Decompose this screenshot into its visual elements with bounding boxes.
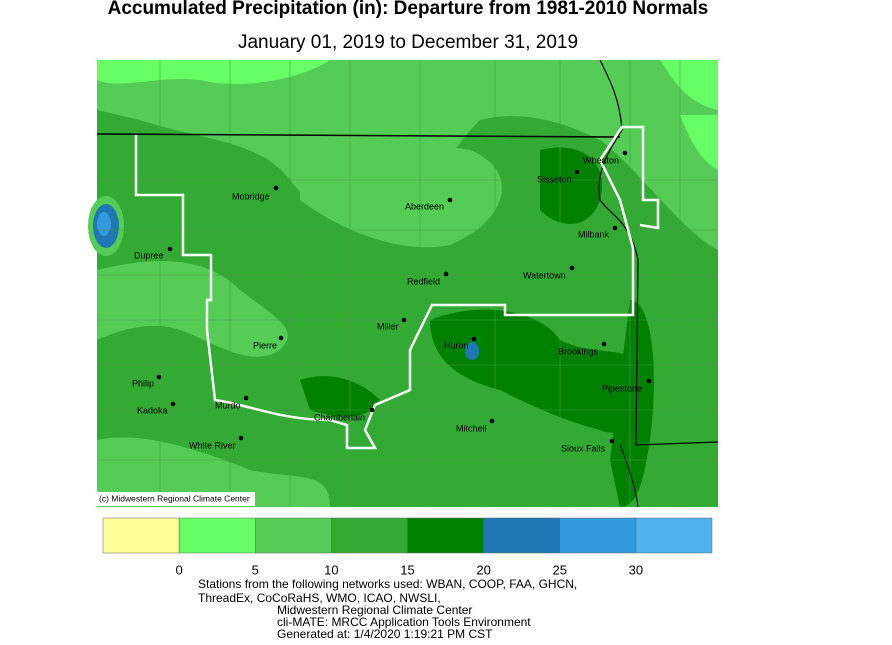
legend-swatch (178, 517, 256, 554)
region-15-20 (540, 147, 602, 224)
region-outline (134, 125, 660, 450)
region-5-10 (97, 437, 330, 507)
legend-tick-label: 30 (629, 562, 643, 577)
station-label: Aberdeen (405, 201, 444, 211)
county-lines (97, 60, 718, 507)
legend-swatch (559, 517, 637, 554)
station-label: Chamberlain (314, 412, 365, 422)
station-label: Watertown (523, 270, 566, 280)
stations: Wheaton Sisseton Mobridge Aberdeen Milba… (132, 150, 652, 453)
station-label: Huron (444, 340, 469, 350)
station-dot (369, 407, 375, 413)
station-label: Wheaton (583, 155, 619, 165)
footer-line: ThreadEx, CoCoRaHS, WMO, ICAO, NWSLI, (198, 591, 441, 605)
legend-swatch (483, 517, 560, 554)
station-dot (471, 336, 477, 342)
map: (c) Midwestern Regional Climate Center (88, 59, 719, 508)
legend-swatch (331, 517, 408, 554)
station-dot (167, 246, 173, 252)
station-dot (609, 438, 615, 444)
station-dot (646, 378, 652, 384)
region-5-10 (97, 261, 288, 357)
station-dot (243, 395, 249, 401)
station-label: Milbank (578, 229, 610, 239)
region-20-25 (465, 342, 479, 360)
station-label: Sisseton (537, 174, 572, 184)
station-label: Mobridge (232, 191, 270, 201)
credit-box (97, 492, 255, 506)
station-dot (612, 225, 618, 231)
station-label: Pierre (253, 340, 277, 350)
station-dot (622, 150, 628, 156)
region-5-10 (300, 145, 503, 248)
station-label: Murdo (215, 400, 241, 410)
footer-line: Generated at: 1/4/2020 1:19:21 PM CST (277, 627, 493, 641)
station-label: Sioux Falls (561, 443, 606, 453)
station-dot (238, 435, 244, 441)
station-dot (569, 265, 575, 271)
legend-swatch (102, 517, 180, 554)
footer-line: Midwestern Regional Climate Center (277, 603, 472, 617)
legend-swatch (407, 517, 484, 554)
station-label: Mitchell (456, 423, 487, 433)
legend-tick-label: 0 (176, 562, 183, 577)
station-dot (278, 335, 284, 341)
state-border (619, 444, 639, 508)
station-label: Philip (132, 378, 154, 388)
station-dot (443, 271, 449, 277)
station-label: Brookings (558, 346, 599, 356)
legend-swatch (255, 517, 332, 554)
station-dot (447, 197, 453, 203)
region-15-20 (610, 300, 654, 507)
station-label: Pipestone (602, 383, 642, 393)
legend-tick-label: 5 (252, 562, 259, 577)
region-0-5 (97, 60, 330, 84)
station-dot (273, 185, 279, 191)
legend: 0 5 10 15 20 25 30 (102, 517, 713, 577)
station-dot (489, 418, 495, 424)
station-dot (170, 401, 176, 407)
legend-tick-label: 10 (324, 562, 338, 577)
subtitle: January 01, 2019 to December 31, 2019 (238, 32, 578, 53)
station-dot (601, 341, 607, 347)
station-dot (156, 374, 162, 380)
title: Accumulated Precipitation (in): Departur… (108, 0, 709, 19)
region-25-30 (97, 212, 111, 236)
region-0-5 (660, 60, 718, 110)
station-label: Redfield (407, 276, 440, 286)
station-dot (574, 169, 580, 175)
station-label: White River (189, 440, 236, 450)
credit: (c) Midwestern Regional Climate Center (99, 493, 250, 503)
station-label: Dupree (134, 250, 164, 260)
legend-tick-label: 15 (400, 562, 414, 577)
station-dot (401, 317, 407, 323)
legend-tick-label: 20 (476, 562, 490, 577)
region-15-20 (430, 309, 652, 433)
footer-line: cli-MATE: MRCC Application Tools Environ… (277, 615, 531, 629)
state-border (96, 133, 621, 138)
station-label: Miller (377, 321, 399, 331)
region-0-5 (680, 115, 718, 170)
legend-tick-label: 25 (553, 562, 567, 577)
legend-swatch (635, 517, 713, 554)
station-label: Kadoka (137, 405, 168, 415)
footer-line: Stations from the following networks use… (198, 577, 577, 591)
region-15-20 (300, 376, 380, 417)
